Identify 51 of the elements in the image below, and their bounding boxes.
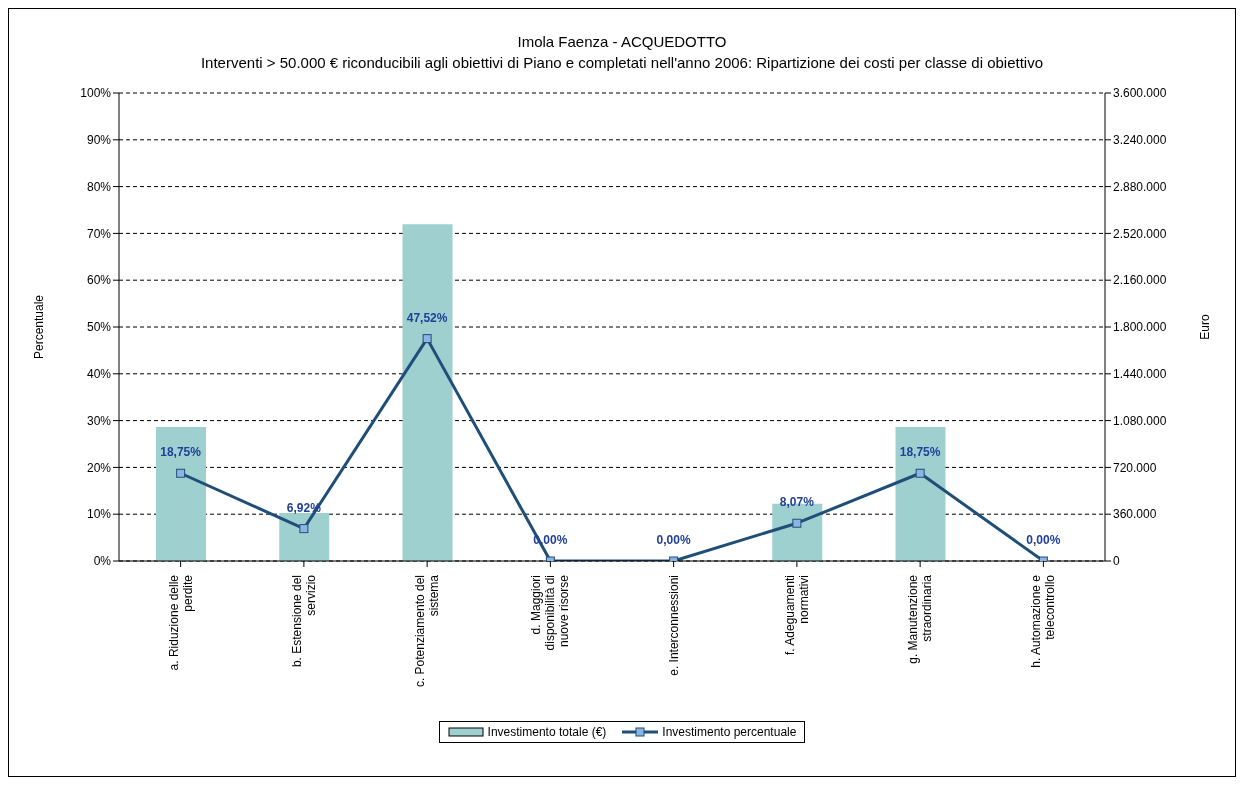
- y-tick-label: 20%: [86, 460, 112, 475]
- x-tick-label: d. Maggiori disponibilità di nuove risorse: [529, 574, 572, 651]
- x-tick-label: g. Manutenzione straordinaria: [906, 574, 935, 664]
- y2-tick-label: 2.160.000: [1113, 273, 1167, 288]
- y2-tick-label: 3.240.000: [1113, 133, 1167, 148]
- x-tick-label: a. Riduzione delle perdite: [166, 574, 195, 671]
- x-tick-label: e. Interconnessioni: [666, 575, 681, 676]
- bar: [156, 427, 206, 561]
- y-tick-label: 10%: [86, 507, 112, 522]
- chart-subtitle: Interventi > 50.000 € riconducibili agli obiettivi di Piano e completati nell'anno 2006: Ripartizione dei costi per classe di obiettivo: [199, 53, 1045, 73]
- point: [299, 524, 309, 534]
- y2-tick-label: 1.080.000: [1113, 413, 1167, 428]
- y-tick-label: 90%: [86, 133, 112, 148]
- y2-tick-label: 1.440.000: [1113, 367, 1167, 382]
- point: [422, 334, 432, 344]
- data-label: 0,00%: [1026, 533, 1061, 547]
- y-tick-label: 100%: [80, 86, 112, 101]
- bar: [279, 512, 330, 561]
- data-label: 0,00%: [656, 533, 691, 547]
- y2-tick-label: 3.600.000: [1113, 86, 1167, 101]
- point: [915, 468, 925, 478]
- data-label: 18,75%: [899, 445, 941, 460]
- data-label: 8,07%: [779, 495, 815, 510]
- legend-label: Investimento totale (€): [487, 725, 607, 739]
- y2-axis-title: Euro: [1198, 314, 1213, 340]
- y2-tick-label: 1.800.000: [1113, 320, 1167, 335]
- y2-tick-label: 2.520.000: [1113, 226, 1167, 241]
- x-tick-label: c. Potenziamento del sistema: [413, 574, 442, 688]
- chart-title: Imola Faenza - ACQUEDOTTO: [516, 32, 728, 52]
- y-tick-label: 70%: [86, 226, 112, 241]
- legend-label: Investimento percentuale: [662, 725, 797, 739]
- x-tick-label: h. Automazione e telecontrollo: [1029, 574, 1058, 668]
- y2-tick-label: 0: [1113, 554, 1120, 569]
- point: [176, 468, 186, 478]
- bar: [895, 427, 946, 561]
- y-axis-title: Percentuale: [32, 294, 47, 360]
- data-label: 47,52%: [406, 310, 448, 325]
- point: [792, 518, 802, 528]
- y-tick-label: 80%: [86, 179, 112, 194]
- x-tick-label: f. Adeguamenti normativi: [782, 575, 811, 656]
- y2-tick-label: 360.000: [1113, 507, 1157, 522]
- y2-tick-label: 720.000: [1113, 460, 1157, 475]
- data-label: 18,75%: [160, 445, 202, 460]
- y-tick-label: 40%: [86, 367, 112, 382]
- y-tick-label: 0%: [93, 554, 112, 569]
- x-tick-label: b. Estensione del servizio: [289, 574, 318, 668]
- y-tick-label: 60%: [86, 273, 112, 288]
- bar: [402, 224, 453, 561]
- y-tick-label: 30%: [86, 413, 112, 428]
- y2-tick-label: 2.880.000: [1113, 179, 1167, 194]
- y-tick-label: 50%: [86, 320, 112, 335]
